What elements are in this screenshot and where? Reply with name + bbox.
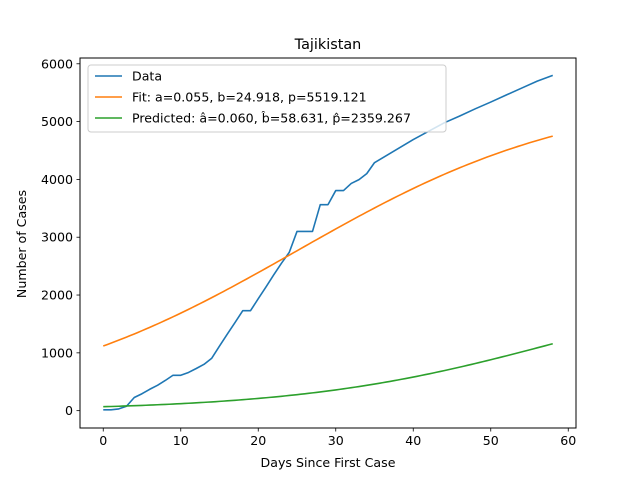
y-tick-label: 0: [65, 403, 73, 418]
y-tick-label: 1000: [41, 345, 73, 360]
y-tick-label: 4000: [41, 172, 73, 187]
y-tick-label: 3000: [41, 230, 73, 245]
legend-label: Fit: a=0.055, b=24.918, p=5519.121: [132, 90, 367, 105]
plot-frame: [79, 57, 577, 429]
y-axis-label: Number of Cases: [14, 190, 29, 298]
legend: Data Fit: a=0.055, b=24.918, p=5519.121 Pr…: [87, 64, 447, 133]
x-tick-label: 30: [328, 433, 344, 448]
series-line-1: [102, 135, 553, 347]
y-tick-label: 6000: [41, 56, 73, 71]
x-axis-label: Days Since First Case: [261, 455, 396, 470]
y-tick-label: 2000: [41, 288, 73, 303]
legend-label: Data: [132, 69, 162, 84]
x-tick-label: 0: [99, 433, 107, 448]
x-tick-label: 50: [483, 433, 499, 448]
chart-title: Tajikistan: [294, 37, 362, 53]
legend-box: [87, 64, 447, 133]
x-tick-label: 40: [405, 433, 421, 448]
x-tick-label: 20: [250, 433, 266, 448]
x-tick-label: 10: [173, 433, 189, 448]
x-tick-label: 60: [560, 433, 576, 448]
legend-label: Predicted: â=0.060, b̂=58.631, p̂=2359.2…: [132, 111, 411, 126]
series-line-2: [103, 342, 553, 408]
y-tick-label: 5000: [41, 114, 73, 129]
ticks: 0 10 20 30 40 50 60 0 1000 2000 3000 4000 5000 6000: [41, 56, 576, 448]
